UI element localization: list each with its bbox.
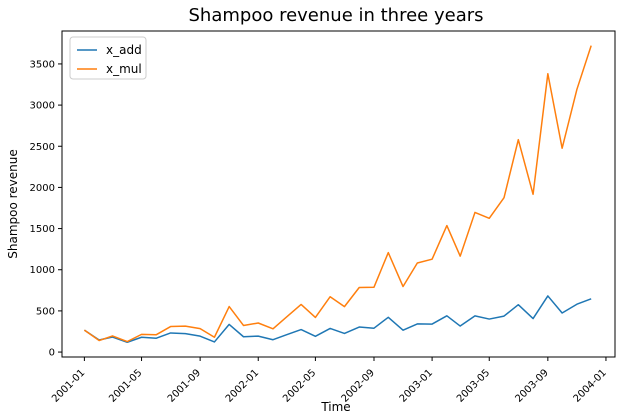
y-axis: 0 500 1000 1500 2000 2500 3000 3500 [30, 59, 62, 359]
y-tick-label: 500 [36, 306, 55, 317]
legend-label: x_mul [106, 62, 142, 76]
series-line-x-add [83, 295, 592, 344]
legend-label: x_add [106, 43, 142, 57]
y-tick-label: 2000 [30, 183, 55, 194]
chart-title: Shampoo revenue in three years [189, 5, 484, 26]
series-line-x-mul [83, 45, 592, 343]
x-axis-label: Time [320, 400, 350, 414]
y-tick-label: 1500 [30, 224, 55, 235]
y-tick-label: 3500 [30, 59, 55, 70]
series-layer [83, 45, 592, 344]
y-tick-label: 1000 [30, 265, 55, 276]
y-tick-label: 2500 [30, 142, 55, 153]
y-tick-label: 0 [49, 348, 55, 359]
legend: x_add x_mul [69, 36, 147, 80]
plot-area [61, 30, 616, 358]
y-axis-label: Shampoo revenue [6, 149, 20, 259]
y-tick-label: 3000 [30, 101, 55, 112]
